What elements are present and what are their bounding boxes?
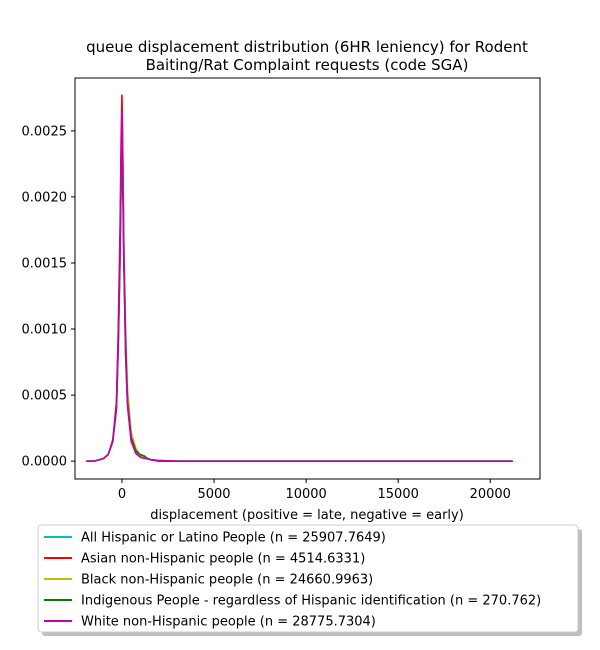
chart-title-line-2: Baiting/Rat Complaint requests (code SGA… <box>146 56 469 74</box>
plot-frame <box>74 77 541 480</box>
x-axis: 0 5000 10000 15000 20000 <box>118 479 511 502</box>
y-tick-label: 0.0010 <box>22 323 68 338</box>
y-tick-label: 0.0015 <box>22 256 68 271</box>
legend-items: All Hispanic or Latino People (n = 25907… <box>44 531 541 630</box>
legend-label: Black non-Hispanic people (n = 24660.996… <box>81 573 373 588</box>
chart-title-line-1: queue displacement distribution (6HR len… <box>86 38 528 56</box>
y-axis: 0.0000 0.0005 0.0010 0.0015 0.0020 0.0025 <box>22 124 75 470</box>
x-axis-label: displacement (positive = late, negative … <box>150 508 464 523</box>
x-tick-label: 0 <box>118 487 126 502</box>
legend-label: Indigenous People - regardless of Hispan… <box>81 594 541 609</box>
y-tick-label: 0.0020 <box>22 190 68 205</box>
x-tick-label: 10000 <box>285 487 326 502</box>
y-tick-label: 0.0025 <box>22 124 68 139</box>
y-tick-label: 0.0005 <box>22 389 68 404</box>
legend-label: All Hispanic or Latino People (n = 25907… <box>81 531 386 546</box>
series-layer <box>86 94 514 462</box>
legend-label: Asian non-Hispanic people (n = 4514.6331… <box>81 552 365 567</box>
legend: All Hispanic or Latino People (n = 25907… <box>37 524 582 636</box>
legend-label: White non-Hispanic people (n = 28775.730… <box>81 615 376 630</box>
y-tick-label: 0.0000 <box>22 455 68 470</box>
series-line-5 <box>86 110 514 462</box>
x-tick-label: 20000 <box>470 487 511 502</box>
x-tick-label: 15000 <box>378 487 419 502</box>
legend-box <box>37 524 579 633</box>
x-tick-label: 5000 <box>197 487 230 502</box>
